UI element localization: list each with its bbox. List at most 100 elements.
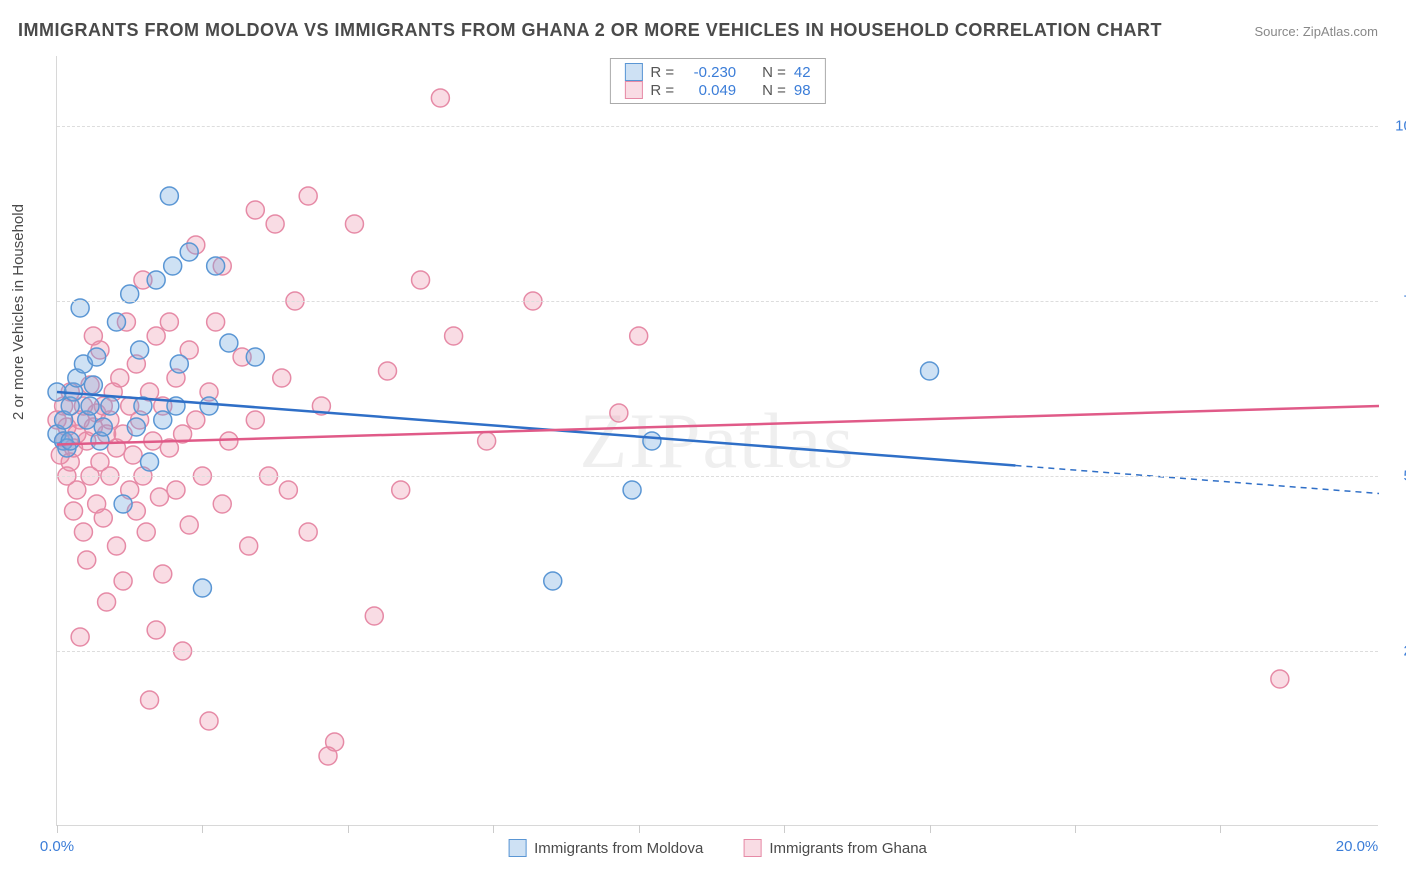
- data-point-ghana: [200, 712, 218, 730]
- data-point-ghana: [124, 446, 142, 464]
- data-point-ghana: [137, 523, 155, 541]
- data-point-moldova: [200, 397, 218, 415]
- x-tick: [493, 825, 494, 833]
- regression-line-dashed-moldova: [1015, 466, 1379, 494]
- data-point-ghana: [150, 488, 168, 506]
- data-point-ghana: [74, 523, 92, 541]
- data-point-ghana: [141, 691, 159, 709]
- data-point-moldova: [623, 481, 641, 499]
- data-point-ghana: [78, 551, 96, 569]
- data-point-ghana: [114, 572, 132, 590]
- data-point-ghana: [207, 313, 225, 331]
- data-point-moldova: [127, 418, 145, 436]
- gridline-horizontal: [57, 126, 1378, 127]
- data-point-moldova: [88, 348, 106, 366]
- y-tick-label: 100.0%: [1395, 118, 1406, 135]
- x-tick: [348, 825, 349, 833]
- data-point-ghana: [246, 411, 264, 429]
- data-point-moldova: [207, 257, 225, 275]
- data-point-ghana: [147, 327, 165, 345]
- data-point-moldova: [164, 257, 182, 275]
- data-point-ghana: [1271, 670, 1289, 688]
- gridline-horizontal: [57, 476, 1378, 477]
- legend-row-moldova: R = -0.230 N = 42: [624, 63, 810, 81]
- data-point-moldova: [84, 376, 102, 394]
- regression-line-moldova: [57, 392, 1015, 466]
- data-point-moldova: [544, 572, 562, 590]
- legend-row-ghana: R = 0.049 N = 98: [624, 81, 810, 99]
- data-point-ghana: [94, 509, 112, 527]
- x-tick: [639, 825, 640, 833]
- data-point-moldova: [94, 418, 112, 436]
- r-value-ghana: 0.049: [682, 82, 736, 99]
- data-point-ghana: [299, 187, 317, 205]
- gridline-horizontal: [57, 651, 1378, 652]
- data-point-moldova: [643, 432, 661, 450]
- x-tick-label: 0.0%: [40, 838, 74, 855]
- data-point-ghana: [431, 89, 449, 107]
- data-point-moldova: [61, 432, 79, 450]
- data-point-ghana: [68, 481, 86, 499]
- data-point-moldova: [246, 348, 264, 366]
- chart-plot-area: ZIPatlas R = -0.230 N = 42 R = 0.049 N =…: [56, 56, 1378, 826]
- data-point-ghana: [167, 481, 185, 499]
- data-point-moldova: [101, 397, 119, 415]
- data-point-ghana: [180, 516, 198, 534]
- x-tick: [784, 825, 785, 833]
- data-point-ghana: [610, 404, 628, 422]
- swatch-ghana-icon: [743, 839, 761, 857]
- data-point-ghana: [365, 607, 383, 625]
- data-point-moldova: [141, 453, 159, 471]
- data-point-moldova: [81, 397, 99, 415]
- data-point-moldova: [170, 355, 188, 373]
- data-point-ghana: [160, 313, 178, 331]
- y-axis-label: 2 or more Vehicles in Household: [10, 204, 27, 420]
- legend-label-moldova: Immigrants from Moldova: [534, 840, 703, 857]
- n-value-ghana: 98: [794, 82, 811, 99]
- x-tick: [1075, 825, 1076, 833]
- data-point-ghana: [392, 481, 410, 499]
- data-point-moldova: [107, 313, 125, 331]
- x-tick: [202, 825, 203, 833]
- data-point-ghana: [266, 215, 284, 233]
- data-point-moldova: [154, 411, 172, 429]
- data-point-moldova: [220, 334, 238, 352]
- data-point-ghana: [478, 432, 496, 450]
- data-point-ghana: [98, 593, 116, 611]
- source-value: ZipAtlas.com: [1303, 24, 1378, 39]
- data-point-ghana: [279, 481, 297, 499]
- data-point-ghana: [65, 502, 83, 520]
- source-attribution: Source: ZipAtlas.com: [1254, 24, 1378, 39]
- scatter-svg: [57, 56, 1378, 825]
- swatch-moldova-icon: [508, 839, 526, 857]
- data-point-moldova: [131, 341, 149, 359]
- data-point-ghana: [326, 733, 344, 751]
- legend-item-moldova: Immigrants from Moldova: [508, 839, 703, 857]
- x-tick: [930, 825, 931, 833]
- data-point-ghana: [379, 362, 397, 380]
- r-label: R =: [650, 64, 674, 81]
- r-label: R =: [650, 82, 674, 99]
- x-tick-label: 20.0%: [1336, 838, 1379, 855]
- legend-series: Immigrants from Moldova Immigrants from …: [508, 839, 927, 857]
- chart-title: IMMIGRANTS FROM MOLDOVA VS IMMIGRANTS FR…: [18, 20, 1162, 41]
- data-point-moldova: [160, 187, 178, 205]
- data-point-ghana: [240, 537, 258, 555]
- data-point-moldova: [147, 271, 165, 289]
- legend-correlation-box: R = -0.230 N = 42 R = 0.049 N = 98: [609, 58, 825, 104]
- data-point-ghana: [111, 369, 129, 387]
- data-point-ghana: [345, 215, 363, 233]
- r-value-moldova: -0.230: [682, 64, 736, 81]
- data-point-moldova: [114, 495, 132, 513]
- data-point-moldova: [180, 243, 198, 261]
- data-point-ghana: [71, 628, 89, 646]
- source-label: Source:: [1254, 24, 1302, 39]
- n-label: N =: [762, 64, 786, 81]
- swatch-moldova-icon: [624, 63, 642, 81]
- x-tick: [1220, 825, 1221, 833]
- data-point-ghana: [107, 537, 125, 555]
- data-point-ghana: [273, 369, 291, 387]
- legend-item-ghana: Immigrants from Ghana: [743, 839, 927, 857]
- data-point-ghana: [412, 271, 430, 289]
- data-point-moldova: [193, 579, 211, 597]
